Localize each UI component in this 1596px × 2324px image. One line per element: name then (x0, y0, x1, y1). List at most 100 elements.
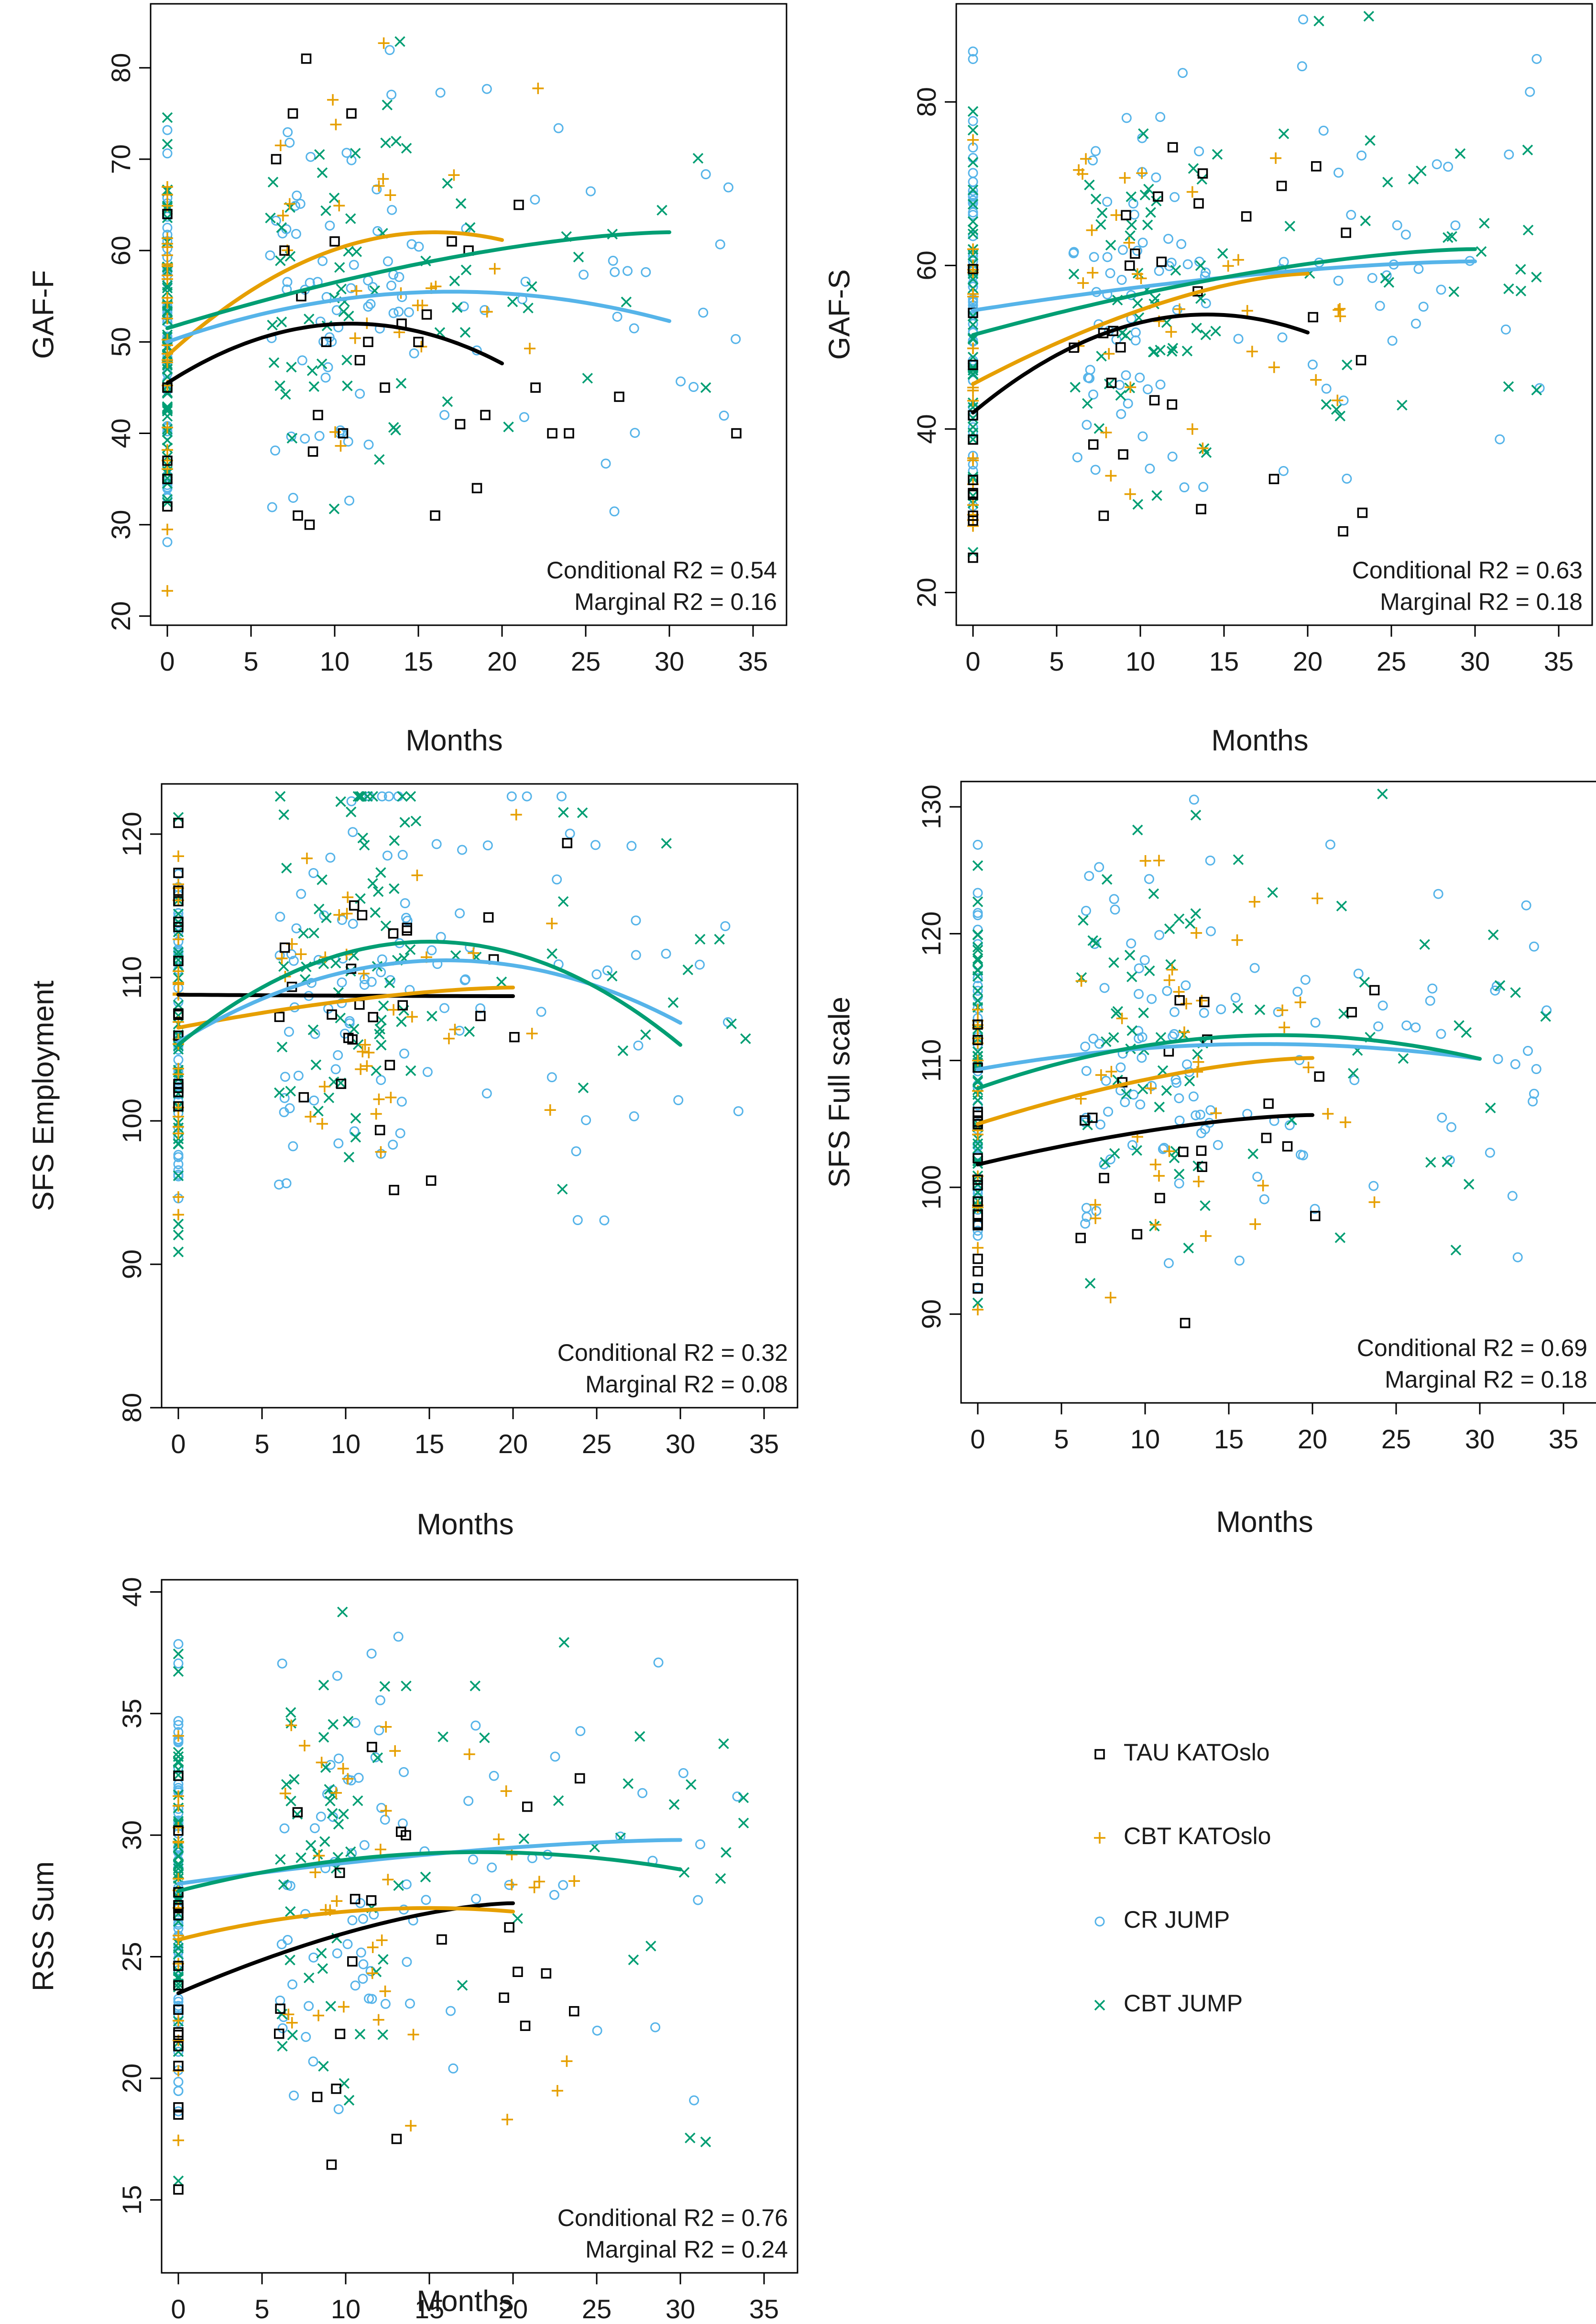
data-point (489, 263, 501, 275)
data-point (318, 1732, 329, 1743)
data-point (1180, 1318, 1191, 1328)
data-point (1310, 1211, 1321, 1221)
curve-cbt-katoslo (976, 1056, 1314, 1126)
data-point (610, 267, 620, 277)
data-point (162, 208, 173, 219)
data-point (397, 1000, 408, 1010)
y-tick-label: 100 (117, 1098, 147, 1143)
data-point (1273, 1007, 1283, 1017)
data-point (460, 974, 470, 985)
y-tick-label: 15 (117, 2185, 147, 2215)
data-point (1149, 1220, 1160, 1232)
data-point (349, 260, 359, 270)
data-point (623, 1778, 634, 1789)
data-point (1155, 1193, 1165, 1204)
data-point (1503, 283, 1514, 294)
data-point (378, 1000, 389, 1011)
data-point (1322, 1108, 1334, 1120)
data-point (1163, 234, 1174, 244)
curve-cr-jump (165, 290, 671, 344)
data-point (374, 1125, 385, 1135)
data-point (173, 978, 184, 990)
data-point (968, 422, 978, 433)
y-tick-label: 80 (106, 53, 136, 83)
data-point (968, 264, 978, 274)
data-point (1282, 1141, 1293, 1152)
data-point (277, 209, 289, 221)
data-point (1450, 220, 1461, 231)
conditional-r2-label: Conditional R2 = 0.63 (1352, 557, 1583, 584)
x-tick-label: 35 (1544, 646, 1574, 676)
data-point (375, 1695, 385, 1705)
data-point (1115, 390, 1126, 401)
data-point (431, 839, 442, 849)
curve-cr-jump (176, 958, 682, 1044)
data-point (590, 840, 601, 850)
data-point (348, 919, 358, 929)
data-point (363, 275, 373, 286)
data-point (173, 2061, 184, 2071)
data-point (346, 155, 357, 165)
legend-item: CBT JUMP (1094, 1990, 1243, 2017)
data-point (1181, 346, 1193, 357)
data-point (973, 1019, 983, 1030)
data-point (327, 1808, 338, 1819)
data-point (1147, 994, 1157, 1004)
data-point (1302, 1062, 1314, 1074)
data-point (972, 1303, 984, 1315)
data-point (1117, 245, 1128, 255)
data-point (1079, 1115, 1090, 1126)
y-tick-label: 70 (106, 144, 136, 174)
data-point (380, 1721, 392, 1733)
data-point (1153, 1170, 1165, 1182)
data-point (393, 1880, 404, 1891)
data-point (1375, 301, 1385, 311)
data-point (331, 1895, 343, 1907)
data-point (404, 1998, 415, 2009)
data-point (726, 1018, 737, 1030)
data-point (383, 791, 394, 802)
data-point (162, 241, 173, 253)
data-point (276, 316, 287, 327)
data-point (1190, 810, 1202, 821)
data-point (1493, 1054, 1503, 1064)
data-point (457, 1980, 468, 1991)
data-point (1161, 1085, 1172, 1096)
x-tick-label: 20 (1298, 1424, 1327, 1454)
data-point (301, 53, 312, 64)
data-point (173, 1068, 184, 1080)
data-point (470, 1680, 481, 1692)
x-tick-label: 10 (1130, 1424, 1160, 1454)
data-point (1522, 144, 1533, 155)
data-point (162, 313, 173, 325)
data-point (1139, 189, 1151, 201)
legend-item: CBT KATOslo (1094, 1823, 1271, 1849)
data-point (614, 391, 624, 402)
data-point (1139, 855, 1151, 867)
data-point (343, 2095, 355, 2106)
data-point (1392, 220, 1402, 230)
data-point (1263, 1098, 1274, 1109)
legend-symbol-circle (1094, 1916, 1105, 1927)
data-point (1121, 1088, 1132, 1099)
data-point (1170, 265, 1181, 276)
data-point (162, 480, 173, 490)
y-tick-label: 60 (911, 250, 941, 280)
data-point (162, 297, 173, 309)
data-point (1155, 1032, 1167, 1043)
data-point (968, 359, 978, 370)
data-point (396, 1097, 407, 1107)
data-point (1191, 1110, 1201, 1120)
data-point (399, 817, 410, 828)
data-point (173, 1648, 184, 1660)
data-point (376, 1040, 387, 1051)
data-point (173, 999, 184, 1010)
data-point (1450, 1244, 1462, 1256)
data-point (1487, 929, 1499, 940)
legend-symbol-plus (1094, 1832, 1105, 1844)
data-point (972, 964, 984, 975)
data-point (1310, 374, 1322, 386)
data-point (285, 1906, 296, 1917)
data-point (325, 1759, 336, 1770)
data-point (173, 1087, 184, 1097)
